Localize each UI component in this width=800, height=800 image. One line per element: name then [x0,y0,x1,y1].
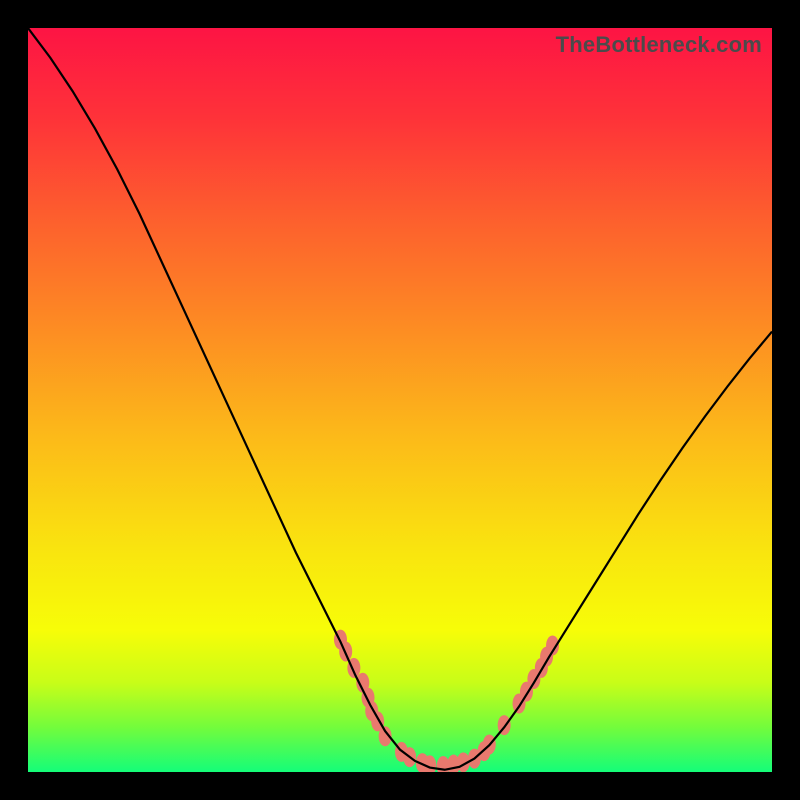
attribution-text: TheBottleneck.com [556,32,762,58]
chart-outer-frame: TheBottleneck.com [0,0,800,800]
curve-layer [28,28,772,772]
plot-area: TheBottleneck.com [28,28,772,772]
main-curve [28,28,772,770]
